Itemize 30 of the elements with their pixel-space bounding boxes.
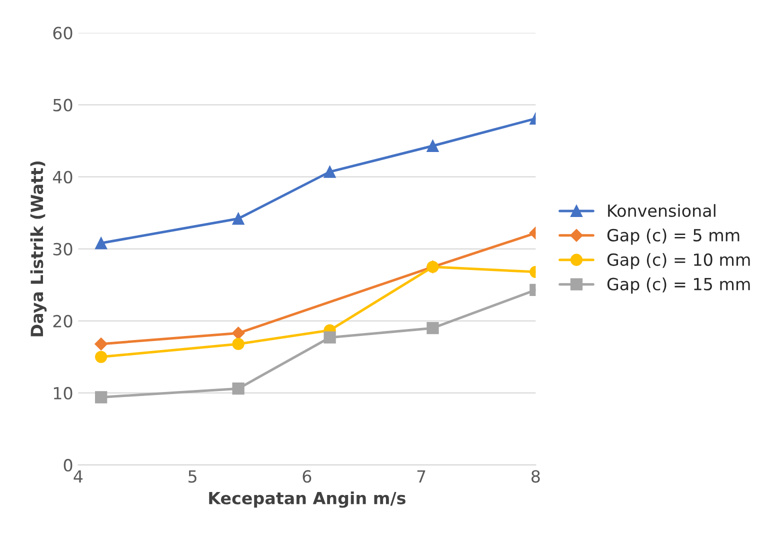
x-tick-label: 6: [302, 470, 312, 483]
legend-label: Gap (c) = 15 mm: [607, 278, 750, 294]
y-tick-label: 20: [53, 314, 72, 328]
point: [94, 338, 108, 350]
x-tick-label: 8: [532, 470, 540, 483]
point: [426, 322, 439, 334]
y-tick-label: 50: [53, 98, 72, 112]
point: [95, 237, 108, 250]
point: [232, 382, 244, 395]
point: [95, 391, 108, 404]
x-tick-label: 4: [74, 470, 83, 482]
point: [324, 166, 336, 178]
y-tick-label: 0: [64, 458, 72, 472]
point: [324, 331, 336, 344]
point: [232, 338, 244, 350]
point: [426, 140, 439, 152]
legend-label: Gap (c) = 5 mm: [607, 228, 740, 245]
y-tick-label: 10: [54, 386, 72, 400]
y-tick-label: 30: [53, 242, 72, 256]
x-tick-label: 7: [417, 470, 426, 482]
x-axis-title: Kecepatan Angin m/s: [209, 491, 406, 508]
y-tick-label: 40: [52, 170, 72, 184]
point: [95, 350, 108, 363]
x-tick-label: 5: [188, 470, 196, 483]
y-tick-label: 60: [53, 26, 72, 40]
legend-label: Gap (c) = 10 mm: [607, 253, 750, 270]
y-axis-title: Daya Listrik (Watt): [30, 161, 47, 336]
point: [232, 326, 245, 340]
point: [232, 212, 244, 225]
legend-label: Konvensional: [608, 204, 716, 218]
